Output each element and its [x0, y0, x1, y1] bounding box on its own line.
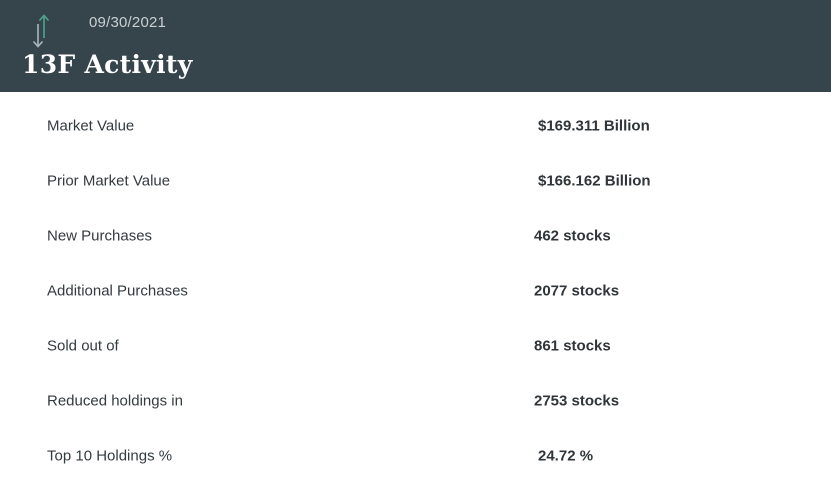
- page-title: 13F Activity: [22, 50, 193, 79]
- row-label: Additional Purchases: [47, 282, 188, 300]
- row-additional-purchases: Additional Purchases 2077 stocks: [0, 257, 831, 312]
- row-value: $169.311 Billion: [538, 117, 650, 135]
- row-value: 2077 stocks: [534, 282, 620, 300]
- row-reduced-holdings: Reduced holdings in 2753 stocks: [0, 367, 831, 422]
- row-label: Market Value: [47, 117, 135, 135]
- row-value: 462 stocks: [534, 227, 611, 245]
- row-sold-out-of: Sold out of 861 stocks: [0, 312, 831, 367]
- up-down-arrows-icon: [30, 10, 54, 50]
- row-label: Top 10 Holdings %: [47, 447, 173, 465]
- row-market-value: Market Value $169.311 Billion: [0, 92, 831, 147]
- card-header: 09/30/2021 13F Activity: [0, 0, 831, 92]
- row-new-purchases: New Purchases 462 stocks: [0, 202, 831, 257]
- row-value: 861 stocks: [534, 337, 611, 355]
- row-top-10-holdings: Top 10 Holdings % 24.72 %: [0, 422, 831, 477]
- row-label: Reduced holdings in: [47, 392, 183, 410]
- report-date: 09/30/2021: [89, 14, 167, 31]
- row-label: New Purchases: [47, 227, 153, 245]
- row-value: 24.72 %: [538, 447, 594, 465]
- activity-list: Market Value $169.311 Billion Prior Mark…: [0, 92, 831, 477]
- row-label: Sold out of: [47, 337, 119, 355]
- row-value: $166.162 Billion: [538, 172, 651, 190]
- row-prior-market-value: Prior Market Value $166.162 Billion: [0, 147, 831, 202]
- row-label: Prior Market Value: [47, 172, 171, 190]
- row-value: 2753 stocks: [534, 392, 620, 410]
